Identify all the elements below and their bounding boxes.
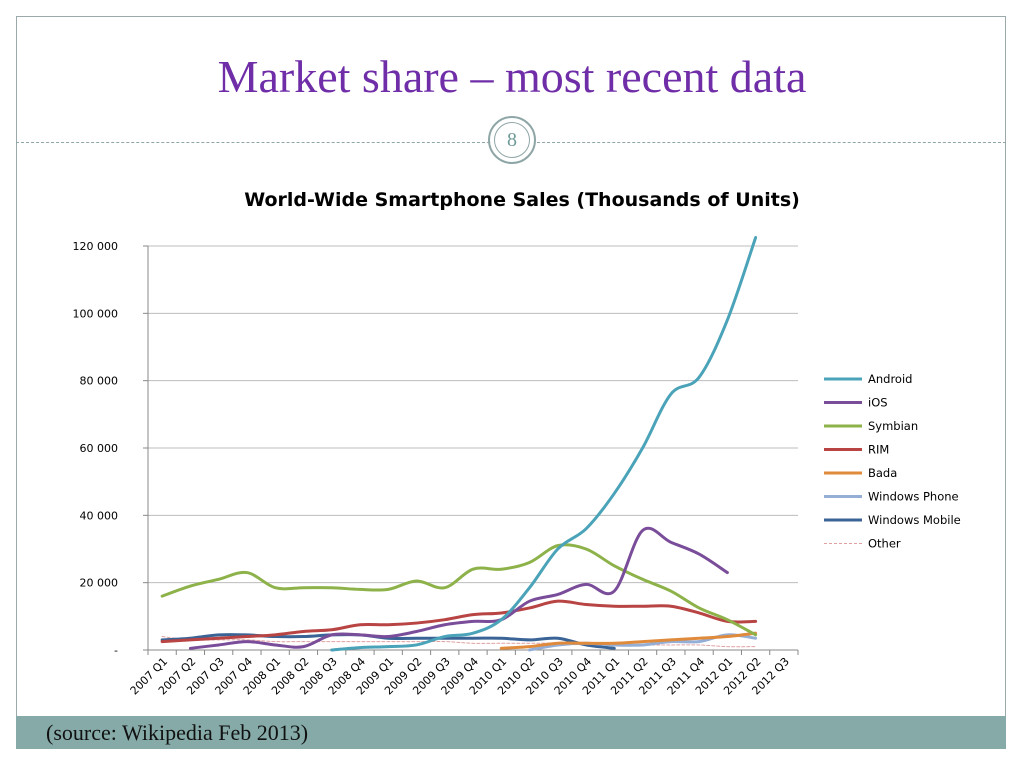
y-tick-label: -: [114, 644, 118, 657]
series-lines: [160, 236, 758, 652]
legend-label-android: Android: [868, 372, 912, 386]
y-tick-label: 80 000: [80, 375, 119, 388]
page-number-badge: 8: [488, 116, 536, 164]
series-line-symbian: [160, 543, 758, 637]
y-axis: - 20 000 40 000 60 000 80 000 100 000 120 000: [73, 240, 149, 657]
legend-label-windows-phone: Windows Phone: [868, 490, 959, 504]
series-line-windows-mobile: [160, 633, 616, 650]
legend-label-other: Other: [868, 537, 901, 551]
source-bar: (source: Wikipedia Feb 2013): [16, 716, 1006, 749]
series-line-other: [161, 636, 757, 648]
legend-label-bada: Bada: [868, 466, 897, 480]
series-line-bada: [499, 631, 758, 650]
series-line-android: [330, 236, 758, 652]
y-tick-label: 60 000: [80, 442, 119, 455]
y-tick-label: 100 000: [73, 307, 119, 320]
legend-label-windows-mobile: Windows Mobile: [868, 513, 961, 527]
legend-label-ios: iOS: [868, 396, 888, 410]
legend-label-rim: RIM: [868, 443, 889, 457]
legend-label-symbian: Symbian: [868, 419, 918, 433]
y-tick-label: 20 000: [80, 577, 119, 590]
page-number: 8: [494, 122, 530, 158]
gridlines: [148, 245, 798, 651]
source-note: (source: Wikipedia Feb 2013): [46, 720, 309, 745]
chart-title: World-Wide Smartphone Sales (Thousands o…: [244, 189, 800, 211]
y-tick-label: 120 000: [73, 240, 119, 253]
series-line-ios: [188, 526, 729, 650]
y-tick-label: 40 000: [80, 509, 119, 522]
legend: Android iOS Symbian RIM Bada Windows Phone Win…: [824, 372, 961, 551]
series-line-rim: [160, 599, 758, 644]
slide-title: Market share – most recent data: [217, 51, 807, 102]
